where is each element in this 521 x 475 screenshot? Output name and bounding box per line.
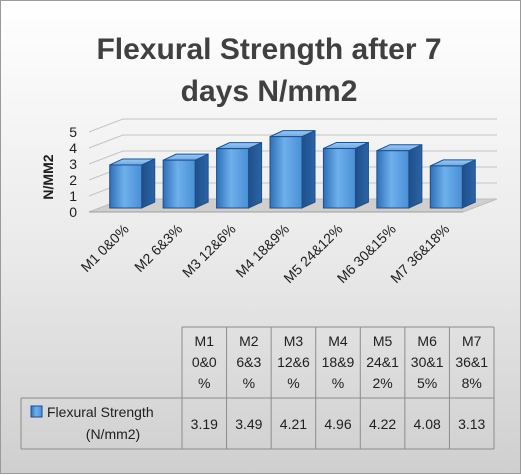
y-tick-label: 1 (69, 188, 77, 204)
table-header-cell: M4 (328, 333, 348, 349)
table-value-cell: 4.21 (280, 416, 307, 432)
table-value-cell: 4.96 (324, 416, 351, 432)
y-tick-label: 0 (69, 204, 77, 220)
table-header-cell: M5 (373, 333, 393, 349)
table-value-cell: 4.22 (369, 416, 396, 432)
x-category-label: M2 6&3% (131, 221, 185, 275)
table-header-cell: 12&6 (277, 354, 310, 370)
bar-front (162, 159, 196, 209)
table-header-cell: M1 (195, 333, 215, 349)
table-header-cell: M7 (462, 333, 482, 349)
table-header-cell: 24&1 (366, 354, 399, 370)
table-value-cell: 4.08 (414, 416, 441, 432)
gridline (88, 134, 497, 149)
chart-title: Flexural Strength after 7 days N/mm2 (96, 33, 441, 108)
bar-side (408, 143, 423, 209)
table-header-cell: % (198, 375, 210, 391)
table-value-cell: 3.19 (191, 416, 218, 432)
bar (376, 143, 423, 209)
legend-key (30, 405, 43, 418)
bar-front (376, 150, 410, 209)
x-axis-category-labels: M1 0&0% M2 6&3%M3 12&6%M4 18&9%M5 24&12%M… (78, 221, 453, 286)
bar (429, 159, 476, 209)
bar-front (322, 147, 356, 209)
table-header-cell: 0&0 (192, 354, 217, 370)
table-header-cell: M2 (239, 333, 259, 349)
y-tick-label: 4 (69, 140, 77, 156)
bar-front (429, 165, 463, 209)
table-header-cell: 30&1 (411, 354, 444, 370)
bar-side (248, 141, 263, 209)
bar (269, 129, 316, 209)
bar-side (194, 153, 209, 209)
x-category-label: M3 12&6% (179, 221, 239, 281)
table-header-cell: 8% (462, 375, 482, 391)
y-tick-label: 2 (69, 172, 77, 188)
x-category-label: M1 0&0% (78, 221, 132, 275)
table-header-cell: % (332, 375, 344, 391)
gridline (88, 118, 497, 133)
y-tick-label: 5 (69, 124, 77, 140)
bar-front (216, 148, 250, 209)
table-value-cell: 3.49 (235, 416, 262, 432)
y-axis-label: N/MM2 (40, 154, 56, 199)
table-header-cell: M6 (417, 333, 437, 349)
table-header-cell: 6&3 (236, 354, 261, 370)
bar-front (109, 164, 143, 209)
y-tick-label: 3 (69, 156, 77, 172)
bar (109, 158, 156, 209)
bar-side (141, 158, 156, 209)
data-table: M1 0&0% M2 6&3% M3 12&6% M4 18&9% M5 24&1 2% M6 30&1… (20, 326, 495, 450)
bar-series (109, 129, 476, 209)
table-header-cell: 5% (417, 375, 437, 391)
chart-title-line-1: Flexural Strength after 7 (96, 33, 441, 66)
table-header-cell: 2% (372, 375, 392, 391)
table-header-cell: M3 (284, 333, 304, 349)
table-value-cell: 3.13 (458, 416, 485, 432)
gridline (88, 150, 497, 165)
bar-side (301, 129, 316, 209)
bar (322, 141, 369, 209)
table-header-cell: % (287, 375, 299, 391)
bar-side (461, 159, 476, 209)
bar (216, 141, 263, 209)
table-header-cell: 36&1 (455, 354, 488, 370)
table-series-name: Flexural Strength (47, 404, 154, 420)
table-series-name: (N/mm2) (86, 426, 140, 442)
table-header-cell: % (243, 375, 255, 391)
chart-title-line-2: days N/mm2 (181, 75, 358, 108)
bar-side (354, 141, 369, 209)
bar (162, 153, 209, 209)
bar-front (269, 136, 303, 209)
table-header-cell: 18&9 (322, 354, 355, 370)
